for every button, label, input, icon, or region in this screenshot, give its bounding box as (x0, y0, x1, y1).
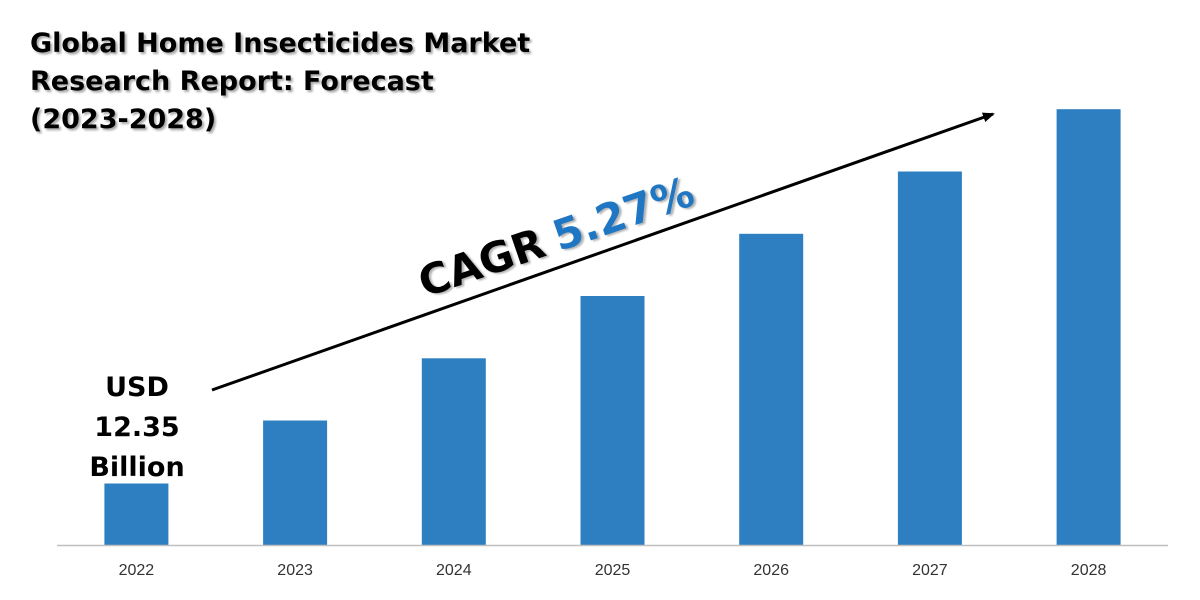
bar-2025 (580, 296, 645, 545)
chart-title-line-3: (2023-2028) (30, 104, 217, 135)
bar-2026 (739, 233, 804, 546)
bars-group (104, 109, 1121, 546)
cagr-trend-arrow (211, 112, 995, 392)
chart-title-line-2: Research Report: Forecast (30, 66, 434, 97)
x-tick-labels: 2022 2023 2024 2025 2026 2027 2028 (119, 562, 1107, 579)
x-tick-label-2028: 2028 (1071, 562, 1107, 579)
x-tick-label-2025: 2025 (595, 562, 631, 579)
bar-2022 (104, 483, 169, 545)
chart-title-line-1: Global Home Insecticides Market (30, 28, 531, 59)
x-tick-label-2024: 2024 (436, 562, 472, 579)
start-value-label-line-3: Billion (89, 452, 185, 483)
x-tick-label-2023: 2023 (277, 562, 313, 579)
x-tick-label-2022: 2022 (119, 562, 155, 579)
bar-2028 (1056, 109, 1121, 545)
start-value-label-line-1: USD (105, 372, 169, 403)
x-tick-label-2027: 2027 (912, 562, 948, 579)
bar-2024 (421, 358, 486, 546)
bar-2023 (263, 420, 328, 545)
bar-2027 (897, 171, 962, 545)
x-tick-label-2026: 2026 (753, 562, 789, 579)
start-value-label-line-2: 12.35 (94, 412, 180, 443)
